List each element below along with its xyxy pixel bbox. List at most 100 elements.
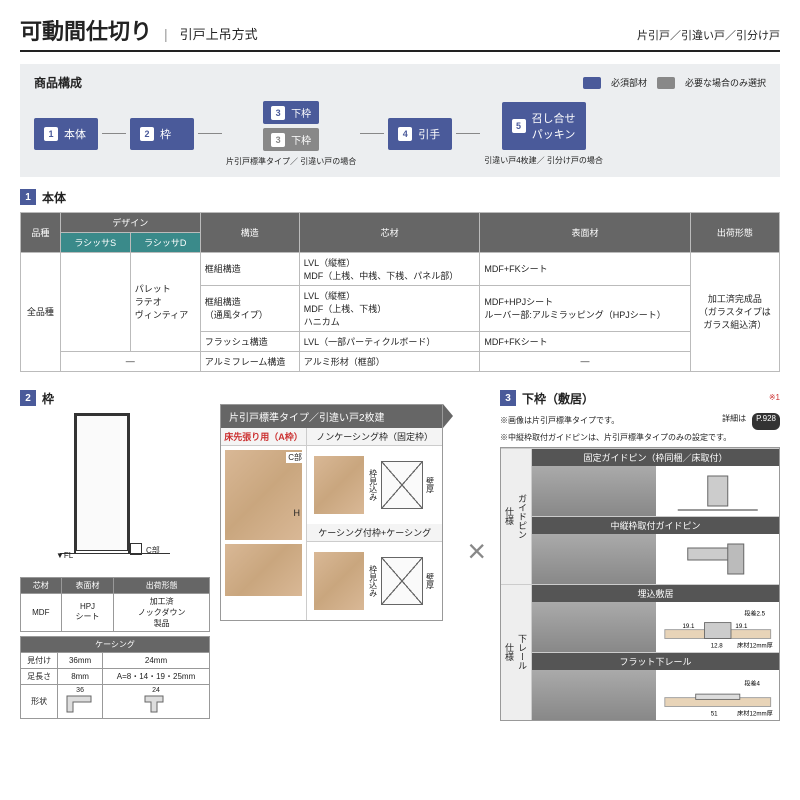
casing-shape-2: 24 (103, 684, 210, 718)
fl-label: ▼FL (56, 551, 73, 560)
section-2-title: 枠 (42, 390, 54, 407)
section-2-mid: 片引戸標準タイプ／引違い戸2枚建 床先張り用（A枠） C部 H ノンケーシング枠… (220, 382, 453, 721)
cell-r4-c4: アルミ形材（框部） (299, 351, 480, 371)
sita-cell-1: 固定ガイドピン（枠同梱／床取付） (532, 449, 779, 517)
photo-4 (532, 670, 656, 720)
section-1-num: 1 (20, 189, 36, 205)
casing-table: ケーシング 見付け36mm24mm 足長さ8mmA=8・14・19・25mm 形… (20, 636, 210, 719)
flow-group-5: 5召し合せ パッキン 引違い戸4枚建／ 引分け戸の場合 (484, 102, 603, 166)
flow-connector (102, 133, 126, 134)
cell-r1-c5: MDF+FKシート (480, 252, 690, 285)
flow-item-3b: 3下枠 (263, 128, 319, 151)
th-design: デザイン (60, 212, 200, 232)
title-sep: | (164, 26, 168, 42)
svg-text:段差2.5: 段差2.5 (744, 609, 765, 617)
composition-panel: 商品構成 必須部材 必要な場合のみ選択 1本体 2枠 3下枠 3下枠 片引戸標準… (20, 64, 780, 177)
flow-connector (198, 133, 222, 134)
svg-text:12.8: 12.8 (710, 642, 723, 649)
section-3-note1: ※画像は片引戸標準タイプです。 (500, 415, 619, 426)
flow-item-1: 1本体 (34, 118, 98, 150)
legend-optional: 必要な場合のみ選択 (685, 76, 766, 89)
page-header: 可動間仕切り | 引戸上吊方式 片引戸／引違い戸／引分け戸 (20, 14, 780, 52)
flow-item-2: 2枠 (130, 118, 194, 150)
cell-r1-c3: 框組構造 (200, 252, 299, 285)
frame-label-1: 床先張り用（A枠） (221, 428, 306, 446)
wood-thumb (314, 552, 364, 610)
cell-r3-c5: MDF+FKシート (480, 331, 690, 351)
photo-3 (532, 602, 656, 652)
cell-r4-design: — (60, 351, 200, 371)
flow-group-3: 3下枠 3下枠 片引戸標準タイプ／ 引違い戸の場合 (226, 101, 356, 167)
section-3: 3 下枠（敷居） ※1 ※画像は片引戸標準タイプです。 詳細は P.928 ※中… (500, 382, 780, 721)
sita-cell-3: 埋込敷居 段差2.5 19.1 19.1 12.8 床材12mm厚 (532, 585, 779, 653)
section-1-title: 本体 (42, 189, 66, 206)
legend-swatch-required (583, 77, 601, 89)
sita-cell-4: フラット下レール 段差4 51 床材12mm厚 (532, 653, 779, 720)
multiply-icon: × (463, 533, 490, 570)
th-structure: 構造 (200, 212, 299, 252)
page-ref-badge: P.928 (752, 413, 780, 430)
cell-r4-c3: アルミフレーム構造 (200, 351, 299, 371)
cell-design-d: パレット ラテオ ヴィンティア (130, 252, 200, 351)
frame-panel-head: 片引戸標準タイプ／引違い戸2枚建 (221, 405, 442, 428)
cell-ship: 加工済完成品 （ガラスタイプは ガラス組込済） (690, 252, 779, 371)
diagram-4: 段差4 51 床材12mm厚 (656, 670, 780, 720)
th-surface: 表面材 (480, 212, 690, 252)
door-illustration: ▼FL C部 (60, 413, 170, 573)
frame-label-3: ケーシング付枠+ケーシング (307, 524, 442, 542)
photo-2 (532, 534, 656, 584)
diagram-3: 段差2.5 19.1 19.1 12.8 床材12mm厚 (656, 602, 780, 652)
th-core: 芯材 (299, 212, 480, 252)
flow-connector (360, 133, 384, 134)
wood-image-1: C部 H (225, 450, 302, 540)
section-1-header: 1 本体 (20, 189, 780, 206)
th-ship: 出荷形態 (690, 212, 779, 252)
frame-label-2: ノンケーシング枠（固定枠） (307, 428, 442, 446)
flow-item-3a: 3下枠 (263, 101, 319, 124)
cell-r3-c4: LVL（一部パーティクルボード） (299, 331, 480, 351)
legend: 必須部材 必要な場合のみ選択 (583, 76, 766, 89)
flow-diagram: 1本体 2枠 3下枠 3下枠 片引戸標準タイプ／ 引違い戸の場合 4引手 5召し… (34, 101, 766, 167)
flow-item-5: 5召し合せ パッキン (502, 102, 586, 150)
c-label: C部 (146, 545, 160, 556)
detail-label: 詳細は (722, 413, 746, 430)
cross-diagram (381, 557, 423, 605)
bottom-frame-panel: ガイドピン 仕様 固定ガイドピン（枠同梱／床取付） 中縦枠取付ガイドピン 下レー (500, 447, 780, 721)
cell-r2-c5: MDF+HPJシート ルーバー部:アルミラッピング（HPJシート） (480, 285, 690, 331)
section-2-header: 2 枠 (20, 390, 210, 407)
frame-material-table: 芯材表面材出荷形態 MDFHPJ シート加工済 ノックダウン 製品 (20, 577, 210, 632)
svg-text:51: 51 (710, 710, 717, 717)
legend-required: 必須部材 (611, 76, 647, 89)
svg-text:床材12mm厚: 床材12mm厚 (737, 641, 773, 649)
flow-note-3: 片引戸標準タイプ／ 引違い戸の場合 (226, 157, 356, 167)
wood-thumb (314, 456, 364, 514)
frame-panel: 片引戸標準タイプ／引違い戸2枚建 床先張り用（A枠） C部 H ノンケーシング枠… (220, 404, 443, 621)
flow-connector (456, 133, 480, 134)
cell-r2-c3: 框組構造 （通風タイプ） (200, 285, 299, 331)
frame-cell-2: ノンケーシング枠（固定枠） 枠見込み 壁厚 ケーシング付枠+ケーシング (307, 428, 442, 620)
ref-marker: ※1 (769, 393, 780, 402)
side-label-2: 下レール 仕様 (501, 585, 532, 720)
sita-cell-2: 中縦枠取付ガイドピン (532, 517, 779, 584)
svg-text:19.1: 19.1 (682, 622, 695, 629)
cell-design-s (60, 252, 130, 351)
cell-r3-c3: フラッシュ構造 (200, 331, 299, 351)
composition-title: 商品構成 (34, 74, 583, 91)
section-2-left: 2 枠 ▼FL C部 芯材表面材出荷形態 MDFHPJ シート加工済 ノックダウ… (20, 382, 210, 721)
cross-diagram (381, 461, 423, 509)
th-design-s: ラシッサS (60, 232, 130, 252)
title-sub: 引戸上吊方式 (180, 24, 625, 43)
spec-table: 品種 デザイン 構造 芯材 表面材 出荷形態 ラシッサS ラシッサD 全品種 パ… (20, 212, 780, 372)
photo-1 (532, 466, 656, 516)
frame-cell-1: 床先張り用（A枠） C部 H (221, 428, 307, 620)
cell-type: 全品種 (21, 252, 61, 371)
section-3-header: 3 下枠（敷居） (500, 390, 769, 407)
th-design-d: ラシッサD (130, 232, 200, 252)
th-type: 品種 (21, 212, 61, 252)
title-main: 可動間仕切り (20, 14, 152, 46)
svg-text:19.1: 19.1 (735, 622, 748, 629)
side-label-1: ガイドピン 仕様 (501, 449, 532, 584)
flow-item-4: 4引手 (388, 118, 452, 150)
casing-shape-1: 36 (58, 684, 103, 718)
svg-text:段差4: 段差4 (744, 679, 760, 687)
